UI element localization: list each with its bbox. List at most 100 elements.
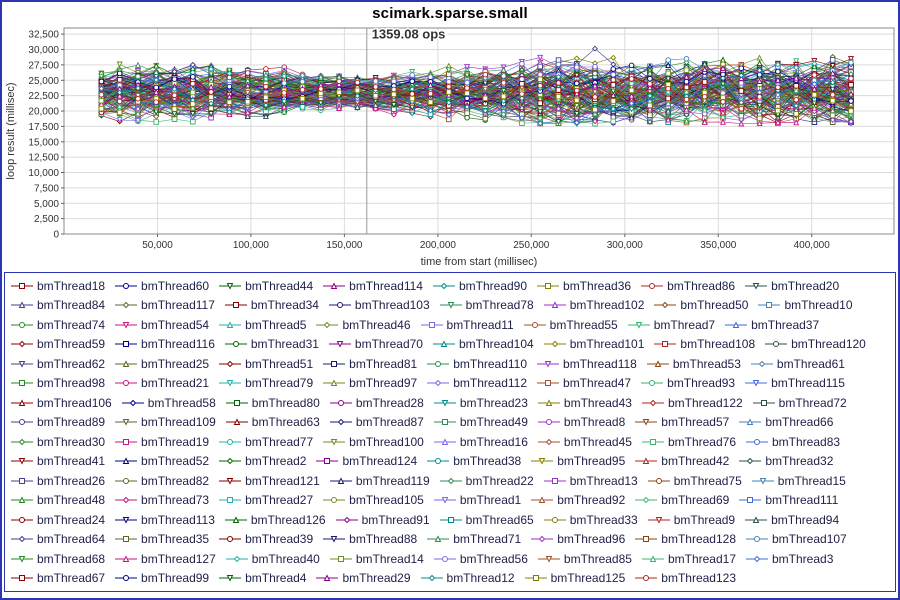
legend-item: bmThread28 <box>329 393 424 413</box>
legend-label: bmThread106 <box>37 395 112 410</box>
legend-marker-icon <box>543 301 566 309</box>
legend-label: bmThread15 <box>777 473 846 488</box>
legend-label: bmThread95 <box>557 454 626 469</box>
legend-label: bmThread58 <box>147 395 216 410</box>
legend-marker-icon <box>121 399 144 406</box>
legend-label: bmThread42 <box>661 454 730 469</box>
legend-item: bmThread49 <box>433 413 528 433</box>
legend-label: bmThread111 <box>765 493 839 508</box>
legend-marker-icon <box>11 301 33 309</box>
legend-marker-icon <box>224 302 247 309</box>
legend-label: bmThread25 <box>141 356 210 371</box>
svg-text:22,500: 22,500 <box>28 91 59 102</box>
legend-item: bmThread29 <box>316 569 411 589</box>
legend-marker-icon <box>433 438 456 445</box>
legend-label: bmThread30 <box>37 434 106 449</box>
legend-marker-icon <box>323 438 346 446</box>
legend-item: bmThread99 <box>115 569 209 589</box>
legend-marker-icon <box>219 380 242 387</box>
legend-item: bmThread34 <box>224 296 319 316</box>
legend-label: bmThread122 <box>667 395 743 410</box>
legend-marker-icon <box>739 497 762 504</box>
axis-ticks: 50,000 100,000 150,000 200,000 250,000 300,00… <box>28 30 830 251</box>
svg-text:5,000: 5,000 <box>34 199 59 210</box>
legend-label: bmThread78 <box>465 298 534 313</box>
legend-marker-icon <box>433 399 456 407</box>
svg-text:150,000: 150,000 <box>326 240 363 251</box>
legend-label: bmThread49 <box>459 415 528 430</box>
legend-item: bmThread2 <box>219 452 306 472</box>
legend-label: bmThread33 <box>569 512 638 527</box>
legend-item: bmThread35 <box>115 530 209 550</box>
legend-marker-icon <box>432 340 455 348</box>
legend-item: bmThread98 <box>11 374 105 394</box>
legend-label: bmThread118 <box>563 356 637 371</box>
legend-marker-icon <box>635 536 658 543</box>
series-line <box>101 69 852 110</box>
legend-label: bmThread100 <box>349 434 424 449</box>
legend-item: bmThread63 <box>225 413 320 433</box>
series-line <box>101 76 852 113</box>
legend-label: bmThread99 <box>141 571 210 586</box>
legend-marker-icon <box>115 516 138 524</box>
legend-label: bmThread105 <box>349 493 424 508</box>
legend-label: bmThread11 <box>446 317 514 332</box>
legend-marker-icon <box>750 360 773 367</box>
legend-marker-icon <box>420 321 443 328</box>
legend-label: bmThread126 <box>250 512 326 527</box>
legend-label: bmThread54 <box>141 317 210 332</box>
legend-marker-icon <box>537 360 560 368</box>
legend-marker-icon <box>11 477 33 484</box>
legend-marker-icon <box>439 302 462 309</box>
legend-item: bmThread92 <box>531 491 625 511</box>
legend-label: bmThread12 <box>446 571 515 586</box>
legend-item: bmThread86 <box>641 276 735 296</box>
legend-label: bmThread35 <box>141 532 210 547</box>
legend-marker-icon <box>641 380 664 387</box>
legend-item: bmThread57 <box>635 413 729 433</box>
legend-label: bmThread114 <box>349 278 423 293</box>
legend-item: bmThread19 <box>115 432 209 452</box>
legend-marker-icon <box>647 477 670 484</box>
legend-label: bmThread5 <box>245 317 307 332</box>
legend-label: bmThread16 <box>459 434 528 449</box>
legend-marker-icon <box>420 575 443 582</box>
legend-label: bmThread38 <box>453 454 522 469</box>
svg-text:250,000: 250,000 <box>513 240 550 251</box>
legend-marker-icon <box>115 438 138 445</box>
legend-marker-icon <box>11 536 33 543</box>
legend-label: bmThread66 <box>765 415 834 430</box>
legend-marker-icon <box>427 458 450 465</box>
legend-marker-icon <box>115 321 138 329</box>
legend-item: bmThread97 <box>323 374 417 394</box>
legend-marker-icon <box>433 419 456 426</box>
legend-label: bmThread50 <box>680 298 749 313</box>
legend-item: bmThread68 <box>11 549 105 569</box>
legend-item: bmThread91 <box>335 510 430 530</box>
plot-svg: 50,000 100,000 150,000 200,000 250,000 300,00… <box>5 25 895 268</box>
legend-item: bmThread122 <box>641 393 743 413</box>
legend-marker-icon <box>11 341 33 348</box>
x-axis-label: time from start (millisec) <box>421 256 538 268</box>
legend-marker-icon <box>543 341 566 348</box>
legend-item: bmThread116 <box>115 335 215 355</box>
legend-label: bmThread4 <box>245 571 307 586</box>
legend-marker-icon <box>746 536 768 543</box>
legend-label: bmThread68 <box>37 551 106 566</box>
legend-item: bmThread22 <box>439 471 534 491</box>
legend-label: bmThread127 <box>141 551 216 566</box>
legend-marker-icon <box>524 575 547 582</box>
legend-marker-icon <box>219 438 242 445</box>
series-markers <box>98 70 854 112</box>
legend-label: bmThread21 <box>141 376 210 391</box>
legend-label: bmThread115 <box>771 376 845 391</box>
legend-marker-icon <box>641 438 664 445</box>
svg-text:10,000: 10,000 <box>28 168 59 179</box>
svg-text:17,500: 17,500 <box>28 122 59 133</box>
legend-marker-icon <box>543 516 566 523</box>
legend-item: bmThread85 <box>537 549 632 569</box>
legend-label: bmThread72 <box>778 395 847 410</box>
legend-item: bmThread84 <box>11 296 105 316</box>
legend-item: bmThread47 <box>537 374 631 394</box>
legend-label: bmThread104 <box>458 337 534 352</box>
